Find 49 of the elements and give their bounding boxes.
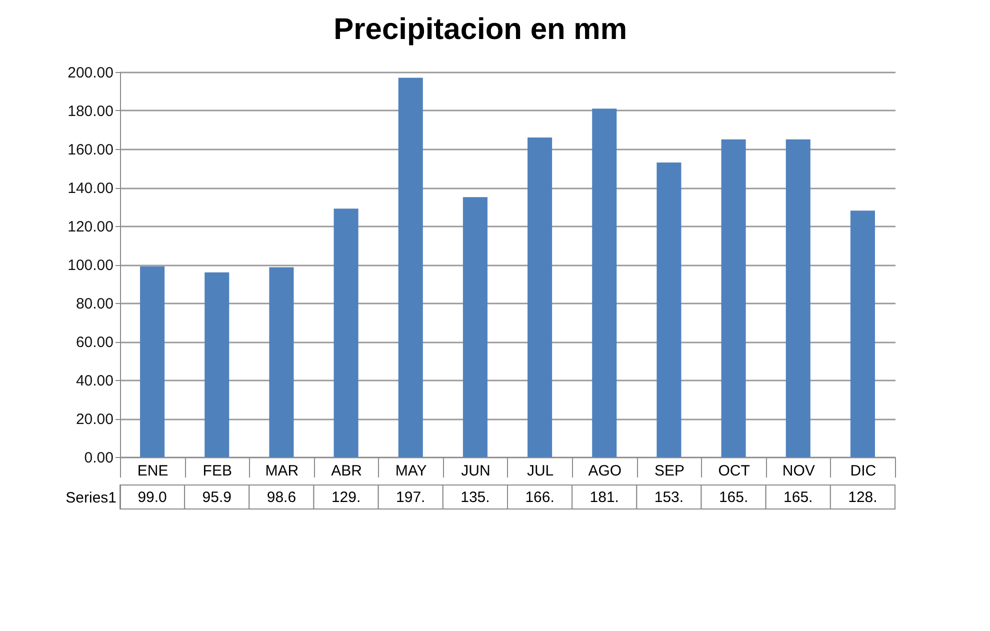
y-tick-label: 120.00 xyxy=(68,218,114,236)
y-tick-label: 20.00 xyxy=(76,411,114,428)
data-label: 95.9 xyxy=(202,489,232,506)
y-tick-label: 60.00 xyxy=(76,334,114,351)
x-tick-label: ENE xyxy=(137,462,168,480)
data-label: 197. xyxy=(396,489,426,506)
bar xyxy=(786,139,810,457)
y-tick-label: 180.00 xyxy=(68,103,114,120)
chart-title: Precipitacion en mm xyxy=(334,13,628,46)
x-tick-label: SEP xyxy=(654,462,684,480)
bar xyxy=(592,108,617,457)
bar xyxy=(269,267,294,457)
y-tick-label: 140.00 xyxy=(68,180,114,197)
data-label: 128. xyxy=(848,489,878,506)
bar xyxy=(656,162,682,457)
y-tick-label: 100.00 xyxy=(68,257,114,274)
x-tick-label: AGO xyxy=(588,462,622,480)
data-label: 153. xyxy=(654,489,684,506)
bar xyxy=(334,208,358,457)
y-tick-label: 40.00 xyxy=(76,372,114,390)
data-label: 165. xyxy=(784,489,813,506)
bar xyxy=(204,272,230,457)
x-tick-label: JUN xyxy=(461,462,490,480)
data-label: 129. xyxy=(331,489,361,506)
bar xyxy=(140,266,165,457)
x-tick-label: ABR xyxy=(331,462,362,480)
y-tick-label: 160.00 xyxy=(68,142,114,158)
y-tick-label: 0.00 xyxy=(84,450,114,466)
x-tick-label: NOV xyxy=(782,462,815,480)
y-tick-label: 200.00 xyxy=(68,64,114,82)
data-label: 166. xyxy=(525,489,554,506)
bar xyxy=(850,210,875,457)
data-label: 165. xyxy=(718,489,748,506)
x-tick-label: MAY xyxy=(395,462,427,480)
x-tick-label: FEB xyxy=(202,462,232,480)
x-tick-label: JUL xyxy=(526,462,554,480)
data-label: 181. xyxy=(590,489,619,506)
text: Series1 xyxy=(66,490,116,506)
x-tick-label: DIC xyxy=(850,462,876,480)
data-label: 99.0 xyxy=(138,489,167,506)
x-tick-label: OCT xyxy=(718,462,750,480)
bar xyxy=(528,137,552,457)
bar xyxy=(398,78,423,457)
x-tick-label: MAR xyxy=(265,462,299,480)
bar xyxy=(462,197,488,457)
data-label: 98.6 xyxy=(266,489,296,506)
y-tick-label: 80.00 xyxy=(76,296,114,312)
bar xyxy=(721,139,746,457)
data-label: 135. xyxy=(460,489,490,506)
